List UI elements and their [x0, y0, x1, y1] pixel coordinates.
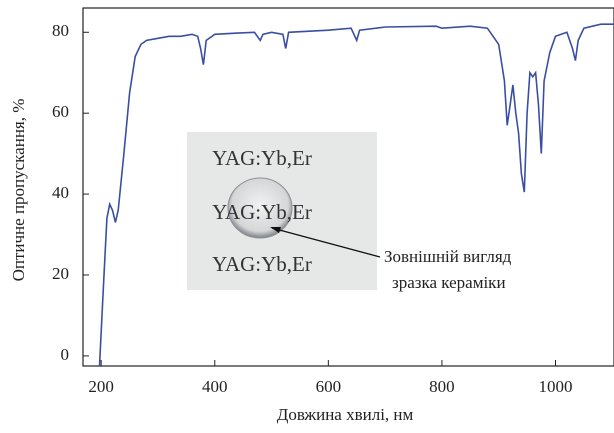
inset-label: YAG:Yb,Er	[212, 146, 312, 170]
y-tick-label: 0	[61, 345, 70, 364]
annotation-arrow	[271, 227, 381, 258]
spectrum-line	[98, 23, 614, 367]
y-tick-label: 20	[52, 264, 69, 283]
y-tick-label: 60	[52, 102, 69, 121]
inset-label: YAG:Yb,Er	[212, 252, 312, 276]
x-tick-label: 800	[429, 377, 455, 396]
inset-label: YAG:Yb,Er	[212, 200, 312, 224]
x-tick-label: 600	[316, 377, 342, 396]
sample-disc	[227, 177, 293, 239]
y-axis-label: Оптичне пропускання, %	[9, 99, 28, 282]
plot-frame	[82, 7, 614, 367]
annotation: Зовнішній вигляд	[384, 247, 512, 266]
x-tick-label: 400	[202, 377, 228, 396]
x-axis-label: Довжина хвилі, нм	[277, 405, 414, 424]
arrow-head	[270, 227, 281, 233]
x-tick-label: 1000	[539, 377, 573, 396]
y-tick-label: 80	[52, 21, 69, 40]
x-tick-label: 200	[88, 377, 114, 396]
annotation: зразка кераміки	[392, 273, 506, 292]
y-tick-label: 40	[52, 183, 69, 202]
